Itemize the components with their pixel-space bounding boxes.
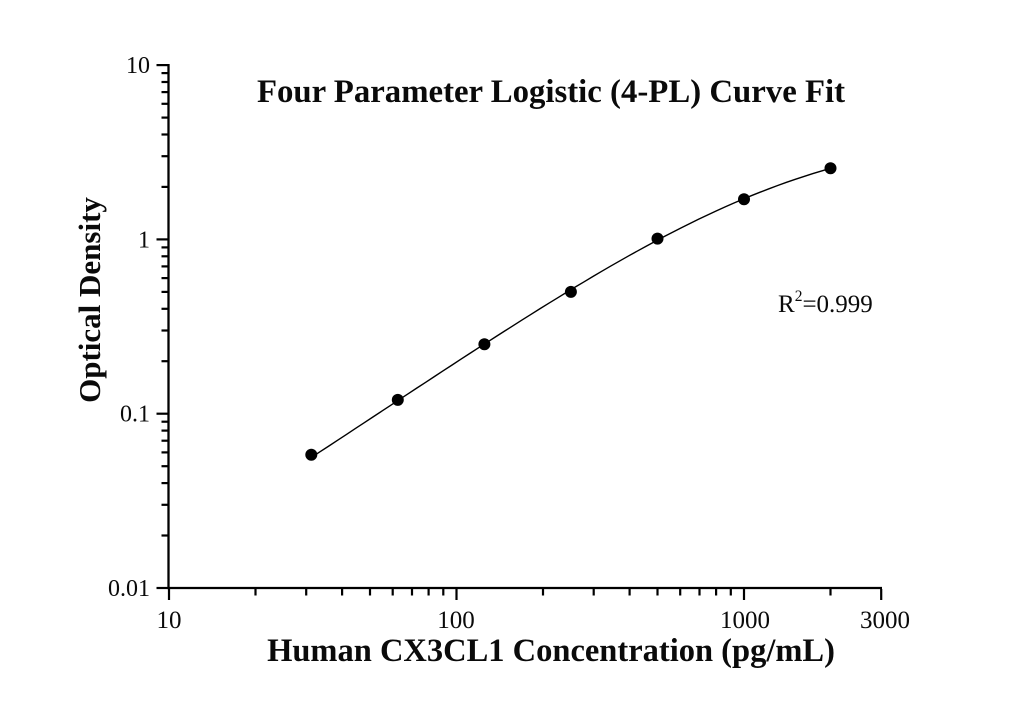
svg-text:10: 10 <box>157 607 182 634</box>
svg-text:0.01: 0.01 <box>108 576 150 602</box>
svg-text:Four Parameter Logistic (4-PL): Four Parameter Logistic (4-PL) Curve Fit <box>257 74 845 110</box>
svg-text:1: 1 <box>138 228 150 254</box>
svg-text:0.1: 0.1 <box>120 402 150 428</box>
svg-text:100: 100 <box>437 607 475 634</box>
svg-text:R2=0.999: R2=0.999 <box>778 288 873 318</box>
svg-text:Optical Density: Optical Density <box>72 197 107 403</box>
svg-text:Human CX3CL1 Concentration (pg: Human CX3CL1 Concentration (pg/mL) <box>267 633 835 669</box>
svg-text:3000: 3000 <box>860 607 910 634</box>
svg-text:10: 10 <box>126 53 150 79</box>
svg-text:1000: 1000 <box>720 607 770 634</box>
